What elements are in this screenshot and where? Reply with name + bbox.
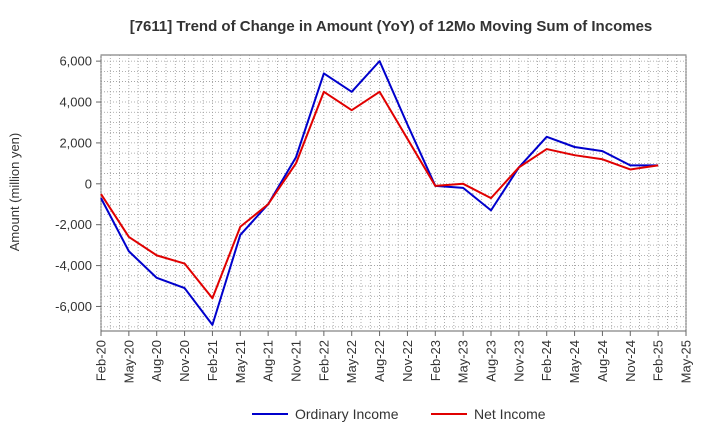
legend-label-ordinary-income: Ordinary Income bbox=[295, 406, 399, 422]
x-tick-label: Feb-21 bbox=[205, 340, 220, 381]
x-tick-label: May-24 bbox=[567, 340, 582, 383]
x-tick-label: Nov-23 bbox=[511, 340, 526, 382]
y-axis: -6,000 -4,000 -2,000 0 2,000 4,000 6,000 bbox=[55, 54, 101, 314]
y-tick-label: -4,000 bbox=[55, 258, 92, 273]
plot-area bbox=[100, 54, 687, 332]
legend-label-net-income: Net Income bbox=[474, 406, 546, 422]
x-tick-label: May-23 bbox=[456, 340, 471, 383]
series-lines bbox=[100, 60, 659, 326]
x-tick-label: Feb-25 bbox=[651, 340, 666, 381]
x-tick-label: Feb-22 bbox=[316, 340, 331, 381]
x-tick-label: Aug-24 bbox=[595, 340, 610, 382]
y-tick-label: 0 bbox=[85, 176, 92, 191]
x-tick-label: Feb-24 bbox=[539, 340, 554, 381]
y-axis-label: Amount (million yen) bbox=[7, 133, 22, 252]
y-tick-label: -6,000 bbox=[55, 299, 92, 314]
x-tick-label: May-20 bbox=[121, 340, 136, 383]
x-tick-label: Aug-21 bbox=[261, 340, 276, 382]
x-tick-label: Nov-24 bbox=[623, 340, 638, 382]
x-tick-label: Aug-22 bbox=[372, 340, 387, 382]
x-axis: Feb-20 May-20 Aug-20 Nov-20 Feb-21 May-21 Aug-… bbox=[94, 331, 694, 383]
legend: Ordinary Income Net Income bbox=[252, 406, 546, 422]
series-line-ordinary-income bbox=[100, 60, 659, 326]
x-tick-label: May-22 bbox=[344, 340, 359, 383]
x-tick-label: Feb-23 bbox=[428, 340, 443, 381]
y-tick-label: 2,000 bbox=[59, 135, 92, 150]
y-tick-label: 6,000 bbox=[59, 54, 92, 69]
x-tick-label: Aug-20 bbox=[149, 340, 164, 382]
y-tick-label: -2,000 bbox=[55, 217, 92, 232]
plot-frame bbox=[100, 54, 687, 332]
x-tick-label: Aug-23 bbox=[484, 340, 499, 382]
x-tick-label: Nov-21 bbox=[289, 340, 304, 382]
gridlines bbox=[100, 55, 687, 331]
x-tick-label: Nov-22 bbox=[400, 340, 415, 382]
chart-title: [7611] Trend of Change in Amount (YoY) o… bbox=[130, 18, 653, 35]
x-tick-label: May-25 bbox=[679, 340, 694, 383]
y-tick-label: 4,000 bbox=[59, 95, 92, 110]
series-line-net-income bbox=[100, 90, 659, 300]
x-tick-label: May-21 bbox=[233, 340, 248, 383]
x-tick-label: Feb-20 bbox=[94, 340, 109, 381]
x-tick-label: Nov-20 bbox=[177, 340, 192, 382]
